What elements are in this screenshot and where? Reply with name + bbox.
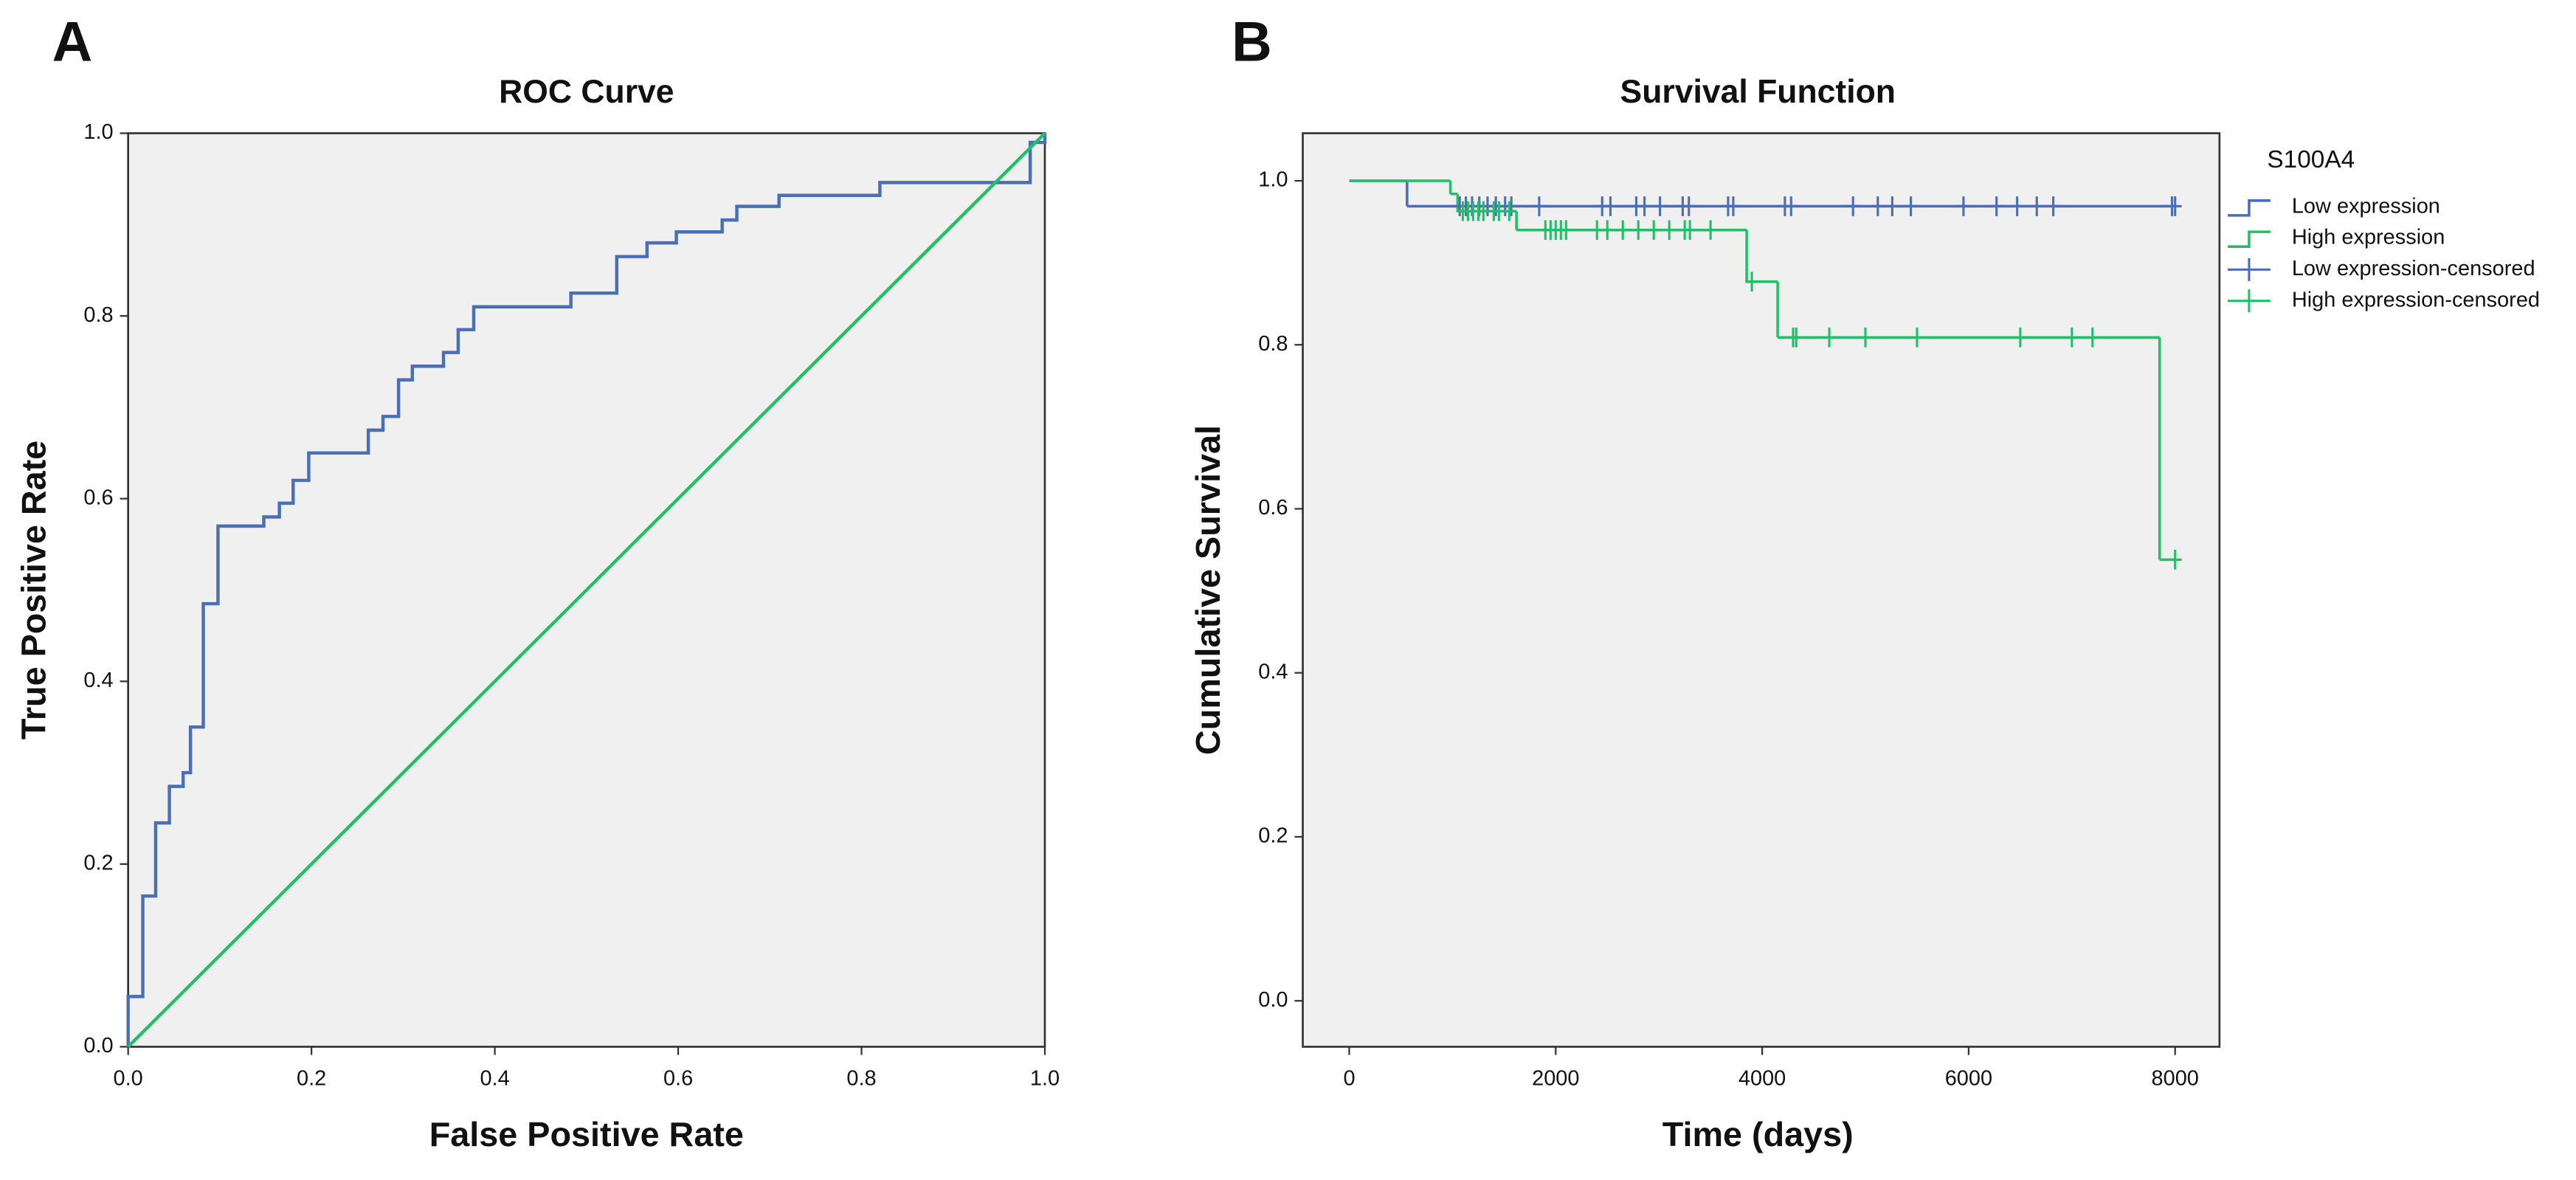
censor-mark: [1502, 201, 1516, 221]
x-tick-label: 8000: [2152, 1067, 2199, 1091]
censor-mark: [1616, 220, 1630, 241]
censor-mark: [2010, 196, 2024, 216]
censor-mark: [2065, 327, 2079, 348]
legend-label: Low expression: [2292, 194, 2440, 218]
x-tick-label: 0.6: [663, 1067, 693, 1091]
censor-mark: [1784, 196, 1798, 216]
y-tick-label: 0.8: [83, 303, 113, 327]
x-tick-label: 6000: [1945, 1067, 1992, 1091]
censor-mark: [1631, 220, 1646, 241]
censor-mark: [1704, 220, 1718, 241]
censor-mark: [1600, 220, 1615, 241]
x-tick-label: 0: [1343, 1067, 1355, 1091]
chart-title: Survival Function: [1620, 74, 1896, 110]
legend-label: Low expression-censored: [2292, 257, 2535, 280]
x-axis-label: False Positive Rate: [429, 1115, 744, 1153]
censor-mark: [1871, 196, 1885, 216]
censor-mark: [1559, 220, 1573, 241]
legend-label: High expression-censored: [2292, 288, 2540, 311]
legend-symbol: [2228, 230, 2271, 248]
legend-symbol: [2228, 258, 2271, 281]
x-tick-label: 4000: [1738, 1067, 1786, 1091]
y-tick-label: 0.2: [83, 852, 113, 875]
censor-mark: [1745, 272, 1759, 292]
legend-title: S100A4: [2267, 146, 2355, 173]
plot-area: [1302, 132, 2221, 1048]
censor-mark: [1505, 196, 1519, 216]
censor-mark: [1846, 196, 1860, 216]
censor-mark: [1637, 196, 1651, 216]
y-tick-label: 0.0: [1258, 988, 1288, 1012]
censor-mark: [1823, 327, 1836, 348]
censor-mark: [1789, 327, 1803, 348]
legend-label: High expression: [2292, 226, 2445, 249]
y-tick-label: 0.8: [1258, 332, 1288, 356]
censor-mark: [1910, 327, 1924, 348]
x-tick-label: 0.4: [480, 1067, 509, 1091]
censor-mark: [1859, 327, 1872, 348]
censor-mark: [1727, 196, 1740, 216]
censor-mark: [1653, 196, 1667, 216]
censor-mark: [1885, 196, 1899, 216]
panel-label: A: [52, 11, 93, 74]
y-axis-label: Cumulative Survival: [1189, 425, 1227, 755]
roc-line: [127, 131, 1046, 1049]
censor-mark: [1662, 220, 1677, 241]
y-tick-label: 0.6: [1258, 496, 1288, 520]
censor-mark: [2085, 327, 2099, 348]
censor-mark: [2168, 550, 2182, 570]
y-tick-label: 0.4: [1258, 660, 1288, 683]
y-tick-label: 1.0: [1258, 168, 1288, 192]
x-tick-label: 0.2: [297, 1067, 326, 1091]
y-axis-label: True Positive Rate: [14, 441, 52, 739]
censor-mark: [1989, 196, 2003, 216]
chart-title: ROC Curve: [499, 74, 674, 110]
censor-mark: [2030, 196, 2044, 216]
censor-mark: [1533, 196, 1546, 216]
x-tick-label: 0.8: [846, 1067, 876, 1091]
censor-mark: [1603, 196, 1617, 216]
legend-symbol: [2228, 199, 2271, 217]
x-axis-label: Time (days): [1662, 1115, 1854, 1153]
panel-label: B: [1232, 11, 1272, 74]
censor-mark: [1647, 220, 1661, 241]
censor-mark: [1904, 196, 1918, 216]
y-tick-label: 0.4: [83, 669, 113, 692]
censor-mark: [1957, 196, 1970, 216]
censor-mark: [1682, 196, 1696, 216]
x-tick-label: 2000: [1532, 1067, 1579, 1091]
censor-mark: [1683, 220, 1697, 241]
y-tick-label: 0.6: [83, 486, 113, 509]
y-tick-label: 0.0: [83, 1034, 113, 1057]
censor-mark: [2046, 196, 2060, 216]
x-tick-label: 1.0: [1030, 1067, 1060, 1091]
y-tick-label: 1.0: [83, 120, 113, 144]
x-tick-label: 0.0: [114, 1067, 143, 1091]
y-tick-label: 0.2: [1258, 824, 1288, 848]
censor-mark: [2168, 196, 2182, 216]
legend-symbol: [2228, 289, 2271, 313]
censor-mark: [2013, 327, 2027, 348]
roc-line: [126, 133, 1047, 1047]
